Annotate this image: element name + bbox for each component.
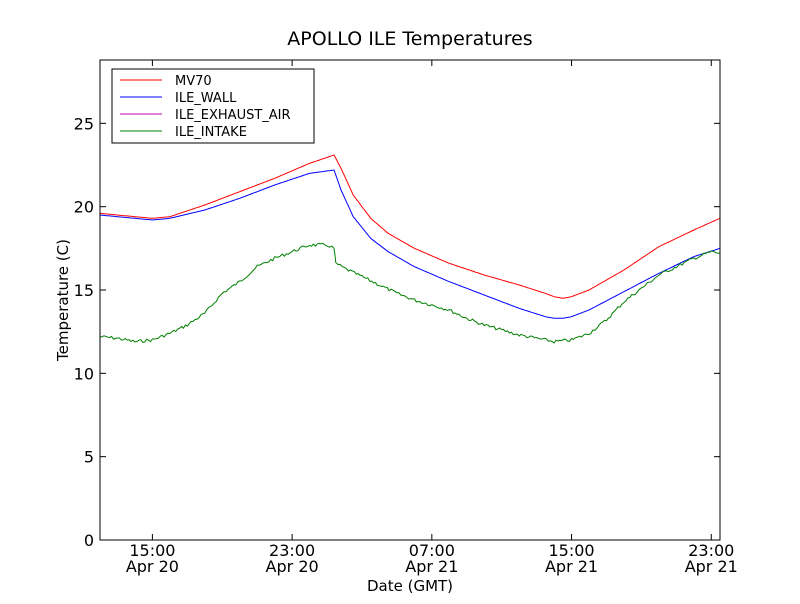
x-tick-date-label: Apr 21 (545, 557, 598, 576)
y-tick-label: 25 (74, 114, 94, 133)
series-line-mv70 (99, 154, 721, 299)
x-tick-time-label: 07:00 (409, 541, 455, 560)
y-axis-label: Temperature (C) (54, 239, 72, 362)
x-tick-time-label: 15:00 (548, 541, 594, 560)
plot-lines (99, 154, 721, 344)
series-line-ile-intake (99, 242, 721, 344)
x-tick-date-label: Apr 21 (405, 557, 458, 576)
y-tick-label: 5 (84, 448, 94, 467)
chart-title: APOLLO ILE Temperatures (287, 28, 532, 50)
legend-label: MV70 (175, 74, 212, 89)
legend-label: ILE_INTAKE (175, 125, 247, 140)
y-tick-label: 15 (74, 281, 94, 300)
legend-label: ILE_WALL (175, 91, 237, 106)
x-tick-time-label: 15:00 (129, 541, 175, 560)
y-tick-label: 20 (74, 198, 94, 217)
y-tick-label: 10 (74, 364, 94, 383)
legend-label: ILE_EXHAUST_AIR (175, 108, 291, 123)
y-axis: 0 5 10 15 20 25 (74, 114, 720, 550)
legend: MV70 ILE_WALL ILE_EXHAUST_AIR ILE_INTAKE (111, 68, 315, 144)
x-tick-date-label: Apr 20 (126, 557, 179, 576)
x-tick-time-label: 23:00 (688, 541, 734, 560)
plot-frame (99, 59, 721, 541)
x-axis-label: Date (GMT) (367, 577, 453, 595)
x-tick-date-label: Apr 20 (266, 557, 319, 576)
series-line-ile-wall (99, 169, 721, 319)
x-tick-time-label: 23:00 (269, 541, 315, 560)
x-tick-date-label: Apr 21 (685, 557, 738, 576)
y-tick-label: 0 (84, 531, 94, 550)
